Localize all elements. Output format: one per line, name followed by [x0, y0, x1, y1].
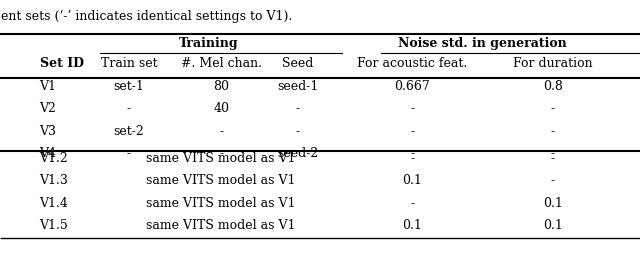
Text: seed-2: seed-2 — [277, 147, 318, 160]
Text: seed-1: seed-1 — [277, 80, 318, 93]
Text: -: - — [296, 125, 300, 138]
Text: set-2: set-2 — [113, 125, 144, 138]
Text: 40: 40 — [213, 102, 229, 115]
Text: 80: 80 — [213, 80, 229, 93]
Text: -: - — [550, 102, 555, 115]
Text: V1.4: V1.4 — [40, 197, 68, 210]
Text: set-1: set-1 — [113, 80, 144, 93]
Text: -: - — [127, 147, 131, 160]
Text: -: - — [550, 147, 555, 160]
Text: ent sets (‘-’ indicates identical settings to V1).: ent sets (‘-’ indicates identical settin… — [1, 10, 292, 23]
Text: #. Mel chan.: #. Mel chan. — [180, 57, 262, 70]
Text: -: - — [550, 152, 555, 165]
Text: V2: V2 — [40, 102, 56, 115]
Text: same VITS model as V1: same VITS model as V1 — [147, 197, 296, 210]
Text: Set ID: Set ID — [40, 57, 84, 70]
Text: Noise std. in generation: Noise std. in generation — [398, 38, 567, 51]
Text: For acoustic feat.: For acoustic feat. — [357, 57, 468, 70]
Text: -: - — [219, 147, 223, 160]
Text: Training: Training — [179, 38, 238, 51]
Text: same VITS model as V1: same VITS model as V1 — [147, 174, 296, 187]
Text: Seed: Seed — [282, 57, 314, 70]
Text: V1: V1 — [40, 80, 56, 93]
Text: 0.1: 0.1 — [403, 219, 422, 232]
Text: 0.1: 0.1 — [543, 197, 563, 210]
Text: same VITS model as V1: same VITS model as V1 — [147, 219, 296, 232]
Text: -: - — [410, 147, 415, 160]
Text: V4: V4 — [40, 147, 56, 160]
Text: 0.8: 0.8 — [543, 80, 563, 93]
Text: 0.1: 0.1 — [543, 219, 563, 232]
Text: -: - — [410, 102, 415, 115]
Text: -: - — [219, 125, 223, 138]
Text: -: - — [410, 197, 415, 210]
Text: Train set: Train set — [100, 57, 157, 70]
Text: -: - — [296, 102, 300, 115]
Text: V1.3: V1.3 — [40, 174, 68, 187]
Text: -: - — [550, 174, 555, 187]
Text: For duration: For duration — [513, 57, 593, 70]
Text: 0.667: 0.667 — [394, 80, 430, 93]
Text: V3: V3 — [40, 125, 56, 138]
Text: V1.2: V1.2 — [40, 152, 68, 165]
Text: V1.5: V1.5 — [40, 219, 68, 232]
Text: 0.1: 0.1 — [403, 174, 422, 187]
Text: -: - — [410, 152, 415, 165]
Text: -: - — [550, 125, 555, 138]
Text: -: - — [410, 125, 415, 138]
Text: same VITS model as V1: same VITS model as V1 — [147, 152, 296, 165]
Text: -: - — [127, 102, 131, 115]
